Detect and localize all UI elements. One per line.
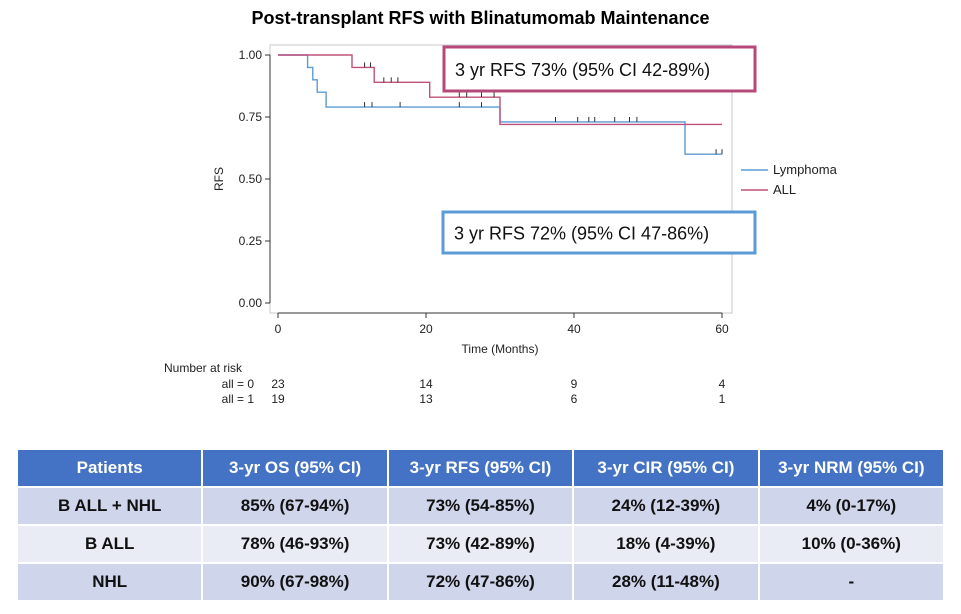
nrm-cell: - <box>757 562 946 602</box>
row-label: B ALL <box>15 524 204 564</box>
legend-label: ALL <box>773 182 796 197</box>
km-curve-all <box>278 54 722 126</box>
cir-cell: 28% (11-48%) <box>572 562 760 602</box>
annotation-text: 3 yr RFS 73% (95% CI 42-89%) <box>455 60 710 80</box>
y-tick-label: 0.50 <box>239 172 263 186</box>
header-os: 3-yr OS (95% CI) <box>201 448 389 488</box>
header-rfs: 3-yr RFS (95% CI) <box>386 448 575 488</box>
y-tick-label: 0.75 <box>239 110 263 124</box>
rfs-cell: 73% (42-89%) <box>386 524 575 564</box>
risk-count: 13 <box>419 392 433 406</box>
x-axis-label: Time (Months) <box>462 342 539 356</box>
km-curve-lymphoma <box>278 54 722 155</box>
km-chart: 0.00 0.25 0.50 0.75 1.00 RFS 0 20 40 60 Time (Mont… <box>164 44 838 406</box>
cir-cell: 18% (4-39%) <box>572 524 760 564</box>
header-cir: 3-yr CIR (95% CI) <box>572 448 760 488</box>
risk-count: 4 <box>719 377 726 391</box>
annotation-box <box>441 210 757 255</box>
header-patients: Patients <box>15 448 204 488</box>
cir-cell: 24% (12-39%) <box>572 486 760 526</box>
rfs-cell: 72% (47-86%) <box>386 562 575 602</box>
x-tick-label: 60 <box>715 322 729 336</box>
os-cell: 85% (67-94%) <box>201 486 389 526</box>
x-tick-label: 40 <box>567 322 581 336</box>
annotation-text: 3 yr RFS 72% (95% CI 47-86%) <box>454 224 709 244</box>
summary-header-row: Patients 3-yr OS (95% CI) 3-yr RFS (95% … <box>15 448 946 488</box>
risk-count: 14 <box>419 377 433 391</box>
legend-label: Lymphoma <box>773 162 838 177</box>
nrm-cell: 4% (0-17%) <box>757 486 946 526</box>
risk-table-heading: Number at risk <box>164 361 243 375</box>
chart-title: Post-transplant RFS with Blinatumomab Ma… <box>251 8 710 28</box>
rfs-cell: 73% (54-85%) <box>386 486 575 526</box>
risk-count: 6 <box>571 392 578 406</box>
risk-count: 1 <box>719 392 726 406</box>
risk-row-label: all = 0 <box>222 377 255 391</box>
table-row: NHL 90% (67-98%) 72% (47-86%) 28% (11-48… <box>15 562 946 602</box>
risk-count: 23 <box>271 377 285 391</box>
risk-count: 19 <box>271 392 285 406</box>
header-nrm: 3-yr NRM (95% CI) <box>757 448 946 488</box>
table-row: B ALL 78% (46-93%) 73% (42-89%) 18% (4-3… <box>15 524 946 564</box>
table-row: B ALL + NHL 85% (67-94%) 73% (54-85%) 24… <box>15 486 946 526</box>
os-cell: 78% (46-93%) <box>201 524 389 564</box>
x-tick-label: 20 <box>419 322 433 336</box>
os-cell: 90% (67-98%) <box>201 562 389 602</box>
risk-count: 9 <box>571 377 578 391</box>
row-label: B ALL + NHL <box>15 486 204 526</box>
y-tick-label: 1.00 <box>239 48 263 62</box>
y-tick-label: 0.00 <box>239 296 263 310</box>
nrm-cell: 10% (0-36%) <box>757 524 946 564</box>
y-tick-label: 0.25 <box>239 234 263 248</box>
risk-row-label: all = 1 <box>222 392 255 406</box>
annotation-box <box>442 45 757 93</box>
y-axis-label: RFS <box>212 167 226 191</box>
summary-table: Patients 3-yr OS (95% CI) 3-yr RFS (95% … <box>15 448 946 602</box>
row-label: NHL <box>15 562 204 602</box>
x-tick-label: 0 <box>275 322 282 336</box>
